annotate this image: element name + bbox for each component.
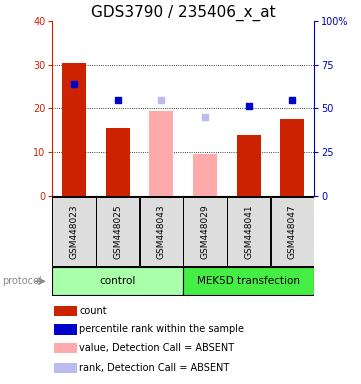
Text: rank, Detection Call = ABSENT: rank, Detection Call = ABSENT	[79, 363, 230, 373]
Bar	[62, 63, 86, 196]
Text: GSM448029: GSM448029	[200, 204, 209, 259]
Text: GSM448043: GSM448043	[157, 204, 166, 259]
Bar	[52, 197, 96, 266]
Bar	[183, 197, 227, 266]
Bar	[270, 197, 314, 266]
Bar	[54, 363, 77, 373]
Bar	[280, 119, 304, 196]
Text: control: control	[100, 276, 136, 286]
Bar	[54, 306, 77, 316]
Bar	[96, 197, 139, 266]
Bar	[52, 267, 183, 295]
Text: GSM448025: GSM448025	[113, 204, 122, 259]
Text: MEK5D transfection: MEK5D transfection	[197, 276, 300, 286]
Text: GSM448023: GSM448023	[70, 204, 79, 259]
Bar	[140, 197, 183, 266]
Text: count: count	[79, 306, 107, 316]
Bar	[149, 111, 173, 196]
Text: percentile rank within the sample: percentile rank within the sample	[79, 324, 244, 334]
Bar	[106, 128, 130, 196]
Bar	[227, 197, 270, 266]
Bar	[193, 154, 217, 196]
Bar	[54, 324, 77, 334]
Bar	[237, 135, 261, 196]
Bar	[183, 267, 314, 295]
Text: GSM448047: GSM448047	[288, 204, 297, 259]
Text: GSM448041: GSM448041	[244, 204, 253, 259]
Title: GDS3790 / 235406_x_at: GDS3790 / 235406_x_at	[91, 5, 275, 21]
Text: protocol: protocol	[2, 276, 42, 286]
Text: value, Detection Call = ABSENT: value, Detection Call = ABSENT	[79, 343, 235, 353]
Bar	[54, 343, 77, 353]
